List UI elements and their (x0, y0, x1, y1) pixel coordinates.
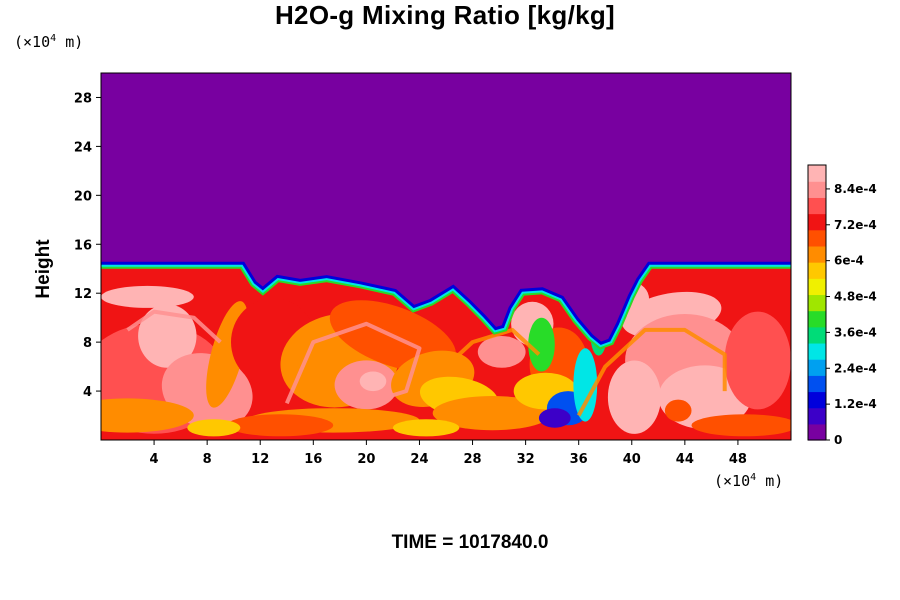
x-tick-label: 16 (304, 452, 322, 467)
y-tick-label: 8 (83, 336, 92, 351)
x-unit-exp: 4 (750, 472, 757, 483)
plot-frame (100, 72, 792, 441)
colorbar-swatch (808, 375, 826, 393)
moist-layer (101, 268, 791, 440)
colorbar-tick-label: 8.4e-4 (834, 182, 877, 196)
field-blob-14 (432, 396, 553, 431)
field-blob-3 (101, 398, 194, 433)
field-blob-21 (538, 408, 571, 428)
colorbar-swatch (808, 197, 826, 215)
colorbar-swatch (808, 359, 826, 376)
colorbar-swatch (808, 423, 826, 441)
colorbar-swatch (808, 326, 826, 344)
x-axis-unit: (×104 m) (714, 472, 784, 490)
y-tick-label: 4 (83, 385, 92, 400)
y-unit-suffix: m (65, 33, 75, 51)
colorbar-swatch (808, 342, 826, 360)
colorbar-swatch (808, 181, 826, 198)
colorbar-swatch (808, 278, 826, 296)
colorbar-tick-label: 6e-4 (834, 254, 864, 268)
colorbar-swatch (808, 407, 826, 425)
colorbar-tick-label: 3.6e-4 (834, 325, 877, 339)
field-blob-20 (573, 348, 598, 422)
field-blob-15 (477, 336, 526, 368)
y-unit-base: ×10 (23, 33, 51, 51)
field-blob-31 (227, 414, 334, 437)
x-tick-label: 48 (729, 452, 747, 467)
y-tick-label: 16 (74, 238, 92, 253)
chart-title: H2O-g Mixing Ratio [kg/kg] (274, 0, 616, 30)
time-label: TIME = 1017840.0 (391, 532, 549, 553)
field-image (101, 73, 791, 440)
field-blob-22 (528, 317, 555, 372)
field-blob-1 (138, 304, 197, 368)
colorbar-frame (807, 164, 827, 441)
field-blob-28 (724, 311, 791, 410)
colorbar-tick-label: 7.2e-4 (834, 218, 877, 232)
x-tick-label: 4 (150, 452, 159, 467)
field-blob-6 (101, 285, 194, 308)
colorbar-tick-label: 4.8e-4 (834, 290, 877, 304)
x-unit-suffix: m (765, 472, 775, 490)
y-axis-unit: (×104 m) (14, 33, 84, 51)
colorbar-swatch (808, 213, 826, 231)
field-swirl-3 (444, 327, 541, 369)
field-blob-30 (691, 414, 791, 437)
x-axis-ticks: 4 8 12 16 20 24 28 32 36 40 44 48 (150, 440, 747, 467)
x-tick-label: 40 (623, 452, 641, 467)
field-blob-33 (187, 419, 241, 437)
colorbar-swatch (808, 245, 826, 263)
colorbar-swatch (808, 229, 826, 247)
x-unit-base: ×10 (723, 472, 751, 490)
colorbar-tick-label: 1.2e-4 (834, 397, 877, 411)
x-tick-label: 36 (570, 452, 588, 467)
y-unit-exp: 4 (50, 33, 57, 44)
x-tick-label: 24 (410, 452, 428, 467)
y-axis-ticks: 4 8 12 16 20 24 28 (74, 91, 101, 400)
field-swirl-2 (126, 309, 222, 344)
field-blob-9 (359, 371, 387, 392)
colorbar-tick-label: 0 (834, 433, 842, 447)
x-tick-label: 20 (357, 452, 375, 467)
colorbar-swatch (808, 262, 826, 279)
colorbar-swatch (808, 391, 826, 409)
colorbar: 0 1.2e-4 2.4e-4 3.6e-4 4.8e-4 6e-4 7.2e-4 8.4e-… (807, 164, 877, 447)
x-tick-label: 32 (517, 452, 535, 467)
y-tick-label: 28 (74, 91, 92, 106)
field-swirl-0 (284, 321, 422, 406)
x-tick-label: 28 (463, 452, 481, 467)
colorbar-swatch (808, 294, 826, 312)
y-tick-label: 12 (74, 287, 92, 302)
field-blob-27 (664, 399, 692, 422)
field-swirl-1 (576, 327, 727, 417)
colorbar-swatch (808, 165, 826, 182)
x-tick-label: 12 (251, 452, 269, 467)
y-tick-label: 20 (74, 189, 92, 204)
field-blob-32 (392, 419, 460, 437)
colorbar-swatch (808, 310, 826, 328)
y-tick-label: 24 (74, 140, 92, 155)
field-blob-29 (607, 360, 661, 434)
x-tick-label: 44 (676, 452, 694, 467)
colorbar-tick-label: 2.4e-4 (834, 361, 877, 375)
x-tick-label: 8 (203, 452, 212, 467)
